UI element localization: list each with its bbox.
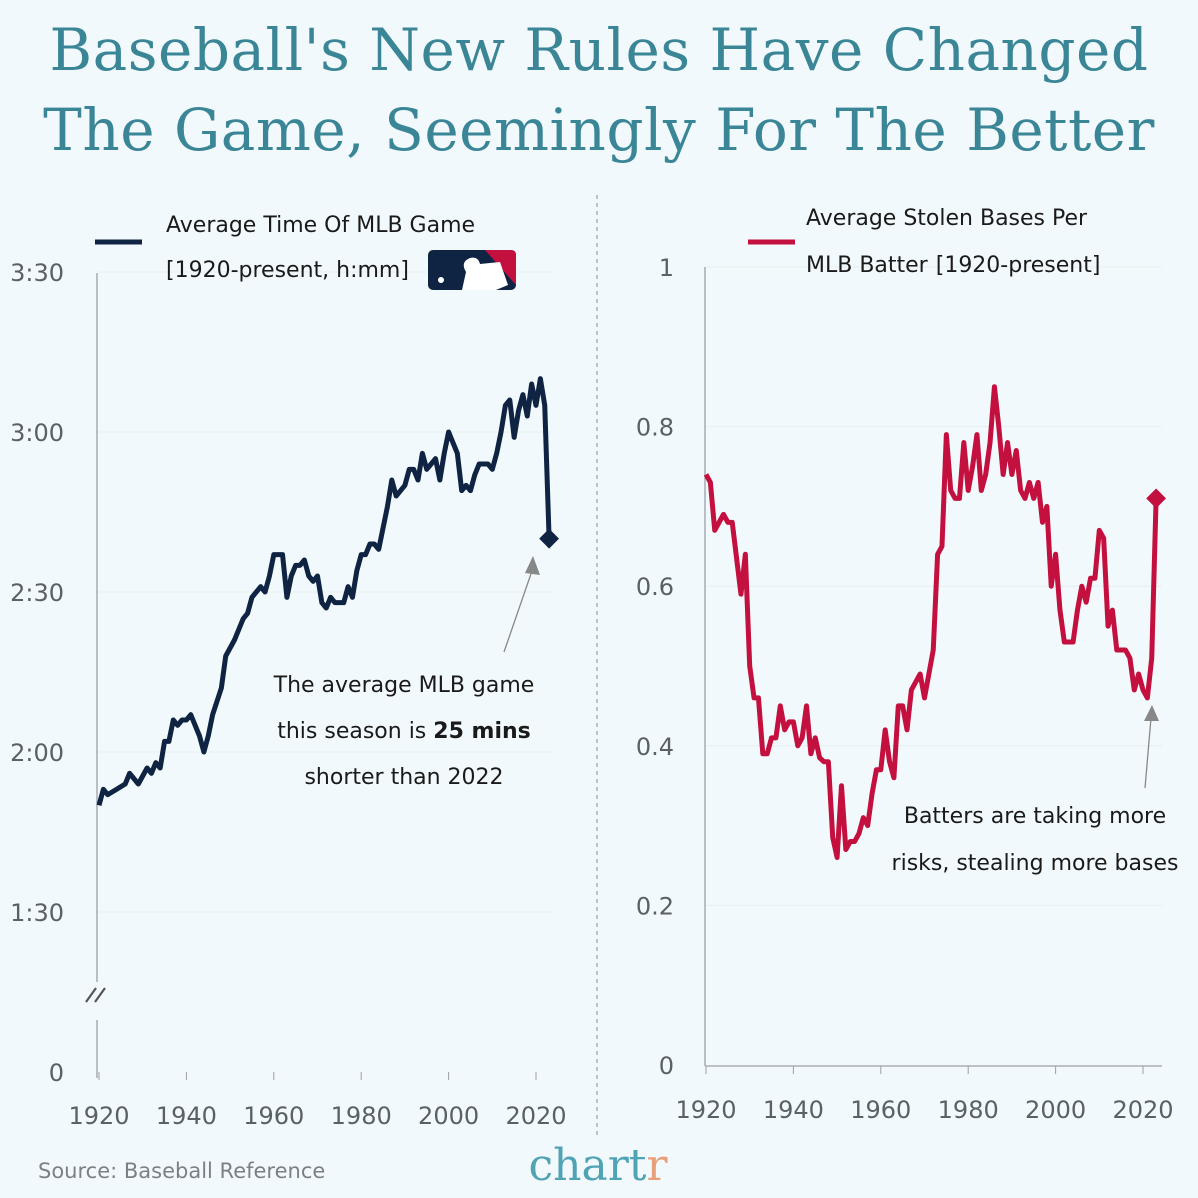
x-tick-label: 2020 bbox=[1112, 1096, 1173, 1124]
steals-annotation-line1: Batters are taking more bbox=[904, 804, 1166, 829]
title-line-1: Baseball's New Rules Have Changed bbox=[49, 16, 1149, 84]
steals-legend-subtitle: [1920-present] bbox=[936, 253, 1101, 278]
y-tick-label: 1:30 bbox=[10, 899, 64, 927]
brand-last: r bbox=[646, 1140, 668, 1191]
time-annotation-line3: shorter than 2022 bbox=[304, 765, 503, 790]
time-legend-title: Average Time Of MLB Game bbox=[166, 213, 475, 238]
y-tick-label: 0.8 bbox=[636, 414, 674, 442]
y-tick-label: 0 bbox=[49, 1059, 64, 1087]
y-tick-label: 3:30 bbox=[10, 259, 64, 287]
x-tick-label: 1920 bbox=[68, 1102, 129, 1130]
time-annotation-line1: The average MLB game bbox=[273, 673, 535, 698]
source-note: Source: Baseball Reference bbox=[38, 1159, 325, 1183]
time-arrow-head-icon bbox=[525, 556, 540, 575]
y-tick-label: 0.2 bbox=[636, 892, 674, 920]
steals-arrow-head-icon bbox=[1144, 705, 1159, 721]
latest-point-marker bbox=[1146, 488, 1167, 509]
x-tick-label: 1940 bbox=[156, 1102, 217, 1130]
y-tick-label: 3:00 bbox=[10, 419, 64, 447]
x-tick-label: 1940 bbox=[763, 1096, 824, 1124]
latest-point-marker bbox=[539, 528, 560, 549]
y-tick-label: 2:00 bbox=[10, 739, 64, 767]
steals-annotation-line2: risks, stealing more bases bbox=[892, 851, 1179, 876]
y-tick-label: 0.4 bbox=[636, 733, 674, 761]
page-title: Baseball's New Rules Have Changed The Ga… bbox=[0, 10, 1198, 170]
steals-series-line bbox=[703, 384, 1159, 861]
time-annotation-line2a: this season is bbox=[277, 719, 433, 744]
steals-legend-title-2: MLB Batter [1920-present] bbox=[806, 253, 1100, 278]
time-legend-subtitle: [1920-present, h:mm] bbox=[166, 258, 409, 283]
steals-chart: 0 0.2 0.4 0.6 0.8 1 1920 1940 1960 1980 2000 2020 bbox=[636, 254, 1174, 1124]
y-tick-label: 1 bbox=[659, 254, 674, 282]
x-tick-label: 1920 bbox=[675, 1096, 736, 1124]
time-series-line bbox=[96, 376, 552, 806]
time-chart: 0 1:30 2:00 2:30 3:00 3:30 1920 1940 1960 1980 200… bbox=[10, 259, 566, 1130]
steals-legend-title-line2: MLB Batter bbox=[806, 253, 929, 278]
x-tick-label: 2000 bbox=[418, 1102, 479, 1130]
mlb-logo bbox=[428, 250, 516, 290]
chartr-logo: chartr bbox=[529, 1140, 669, 1191]
y-tick-label: 0.6 bbox=[636, 573, 674, 601]
x-tick-label: 2020 bbox=[505, 1102, 566, 1130]
axis-break-icon bbox=[85, 987, 106, 1003]
y-tick-label: 2:30 bbox=[10, 579, 64, 607]
y-tick-label: 0 bbox=[659, 1052, 674, 1080]
x-tick-label: 2000 bbox=[1025, 1096, 1086, 1124]
x-tick-label: 1960 bbox=[850, 1096, 911, 1124]
x-tick-label: 1980 bbox=[938, 1096, 999, 1124]
x-tick-label: 1960 bbox=[243, 1102, 304, 1130]
steals-legend-title: Average Stolen Bases Per bbox=[806, 206, 1088, 231]
x-tick-label: 1980 bbox=[331, 1102, 392, 1130]
title-line-2: The Game, Seemingly For The Better bbox=[43, 96, 1155, 164]
time-annotation-arrow bbox=[503, 567, 534, 653]
time-annotation-line2: this season is 25 mins bbox=[277, 719, 531, 744]
steals-annotation-arrow bbox=[1144, 717, 1152, 789]
time-annotation-highlight: 25 mins bbox=[433, 719, 531, 744]
brand-main: chart bbox=[529, 1140, 647, 1191]
